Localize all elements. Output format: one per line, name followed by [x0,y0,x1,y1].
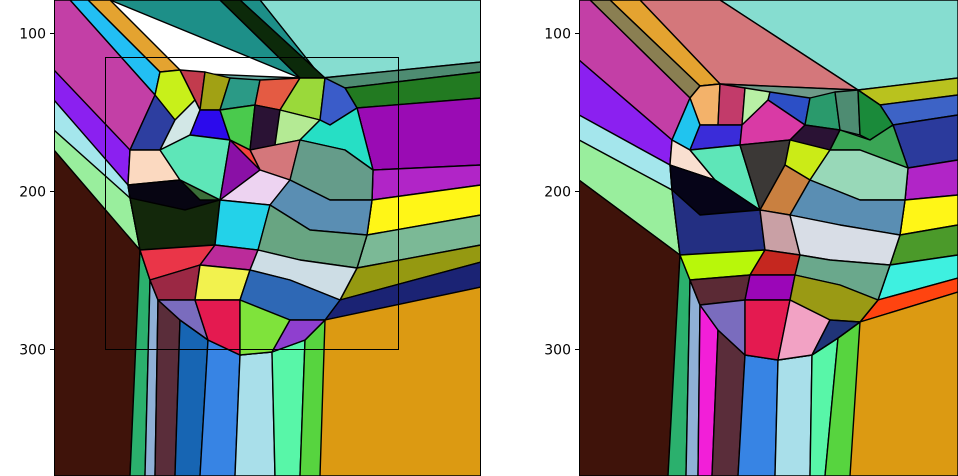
right-panel: 100 200 300 [544,0,958,476]
left-mesh-image [54,0,481,476]
left-annotation-rect [105,57,399,350]
right-axes-frame [579,0,580,476]
right-ytick-label-300: 300 [544,343,571,359]
left-y-ticks [50,33,54,350]
right-ytick-label-200: 200 [544,185,571,201]
right-y-ticks [575,33,579,350]
left-ytick-label-300: 300 [19,343,46,359]
right-mesh-image [579,0,958,476]
left-panel: 100 200 300 [19,0,481,476]
left-ytick-label-100: 100 [19,27,46,43]
left-ytick-label-200: 200 [19,185,46,201]
right-ytick-label-100: 100 [544,27,571,43]
left-axes-frame [54,0,481,476]
